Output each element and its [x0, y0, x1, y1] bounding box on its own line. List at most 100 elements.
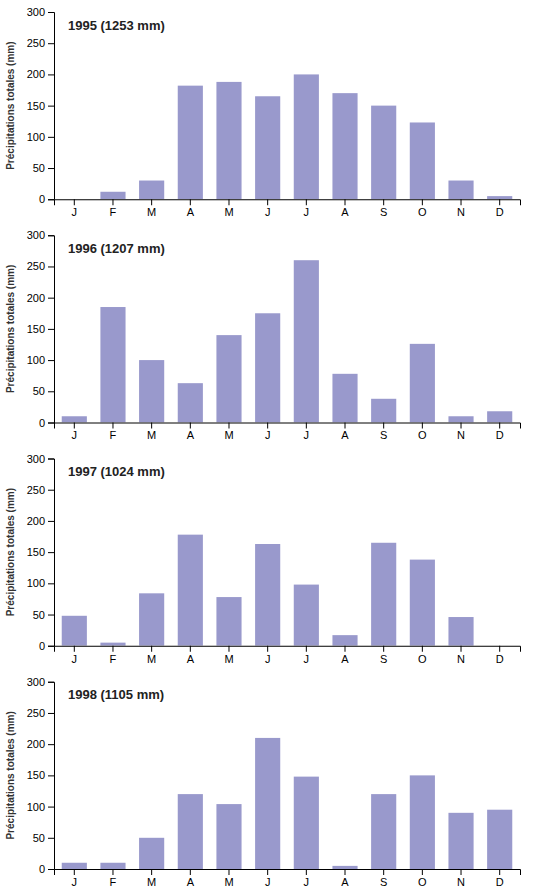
tick: M: [147, 869, 156, 888]
tick-mark: [422, 423, 423, 429]
tick: D: [496, 423, 504, 442]
tick-mark: [345, 869, 346, 875]
tick-mark: [383, 199, 384, 205]
tick-mark: [345, 646, 346, 652]
tick-mark: [112, 199, 113, 205]
tick-mark: [151, 423, 152, 429]
bar: [100, 192, 125, 199]
tick-mark: [48, 106, 54, 107]
tick-mark: [48, 838, 54, 839]
tick-label: J: [265, 429, 271, 441]
axis-title: Précipitations totales (mm): [5, 711, 16, 839]
tick-label: A: [187, 876, 195, 888]
tick-label: 50: [33, 385, 45, 397]
y-axis: 0 50 100 150 200 250 300: [27, 229, 55, 428]
tick: J: [265, 199, 271, 218]
tick-label: 150: [27, 323, 45, 335]
bar: [332, 866, 357, 869]
tick-label: J: [72, 429, 78, 441]
tick: M: [147, 646, 156, 665]
bar: [62, 616, 87, 646]
title: 1997 (1024 mm): [68, 464, 165, 479]
tick-label: M: [147, 429, 156, 441]
tick-label: M: [147, 206, 156, 218]
bar: [62, 416, 87, 422]
tick-label: 250: [27, 37, 45, 49]
tick-label: 150: [27, 546, 45, 558]
tick-label: 200: [27, 292, 45, 304]
tick-mark: [228, 423, 229, 429]
tick-mark: [48, 713, 54, 714]
tick: O: [418, 646, 427, 665]
bar: [139, 838, 164, 869]
tick-mark: [267, 199, 268, 205]
bar: [216, 335, 241, 422]
tick-label: M: [224, 653, 233, 665]
tick-mark: [48, 391, 54, 392]
tick-mark: [48, 682, 54, 683]
bar: [62, 199, 87, 200]
tick: 50: [33, 385, 54, 397]
tick-label: N: [457, 653, 465, 665]
tick: F: [110, 646, 117, 665]
bar: [294, 260, 319, 422]
tick-label: O: [418, 876, 427, 888]
tick-label: 150: [27, 769, 45, 781]
tick-label: 100: [27, 354, 45, 366]
bar: [178, 794, 203, 869]
axis-line: [48, 682, 55, 869]
bar: [332, 93, 357, 199]
tick-label: 50: [33, 609, 45, 621]
axis-line: [48, 459, 55, 646]
bar: [371, 399, 396, 423]
bar: [332, 374, 357, 423]
tick: 100: [27, 801, 54, 813]
tick-mark: [306, 646, 307, 652]
tick-label: 0: [39, 417, 45, 429]
tick-mark: [461, 199, 462, 205]
tick: 250: [27, 260, 54, 272]
tick: O: [418, 423, 427, 442]
tick: N: [457, 199, 465, 218]
tick-mark: [74, 423, 75, 429]
tick: N: [457, 423, 465, 442]
tick-mark: [461, 423, 462, 429]
tick: A: [187, 869, 195, 888]
axis-line: [55, 646, 521, 652]
bar: [371, 794, 396, 869]
bar: [410, 122, 435, 199]
tick: 150: [27, 769, 54, 781]
tick-mark: [267, 869, 268, 875]
tick: 300: [27, 229, 54, 241]
tick: M: [224, 646, 233, 665]
x-axis: JFMAMJJASOND: [55, 869, 521, 888]
tick-label: N: [457, 876, 465, 888]
tick: 0: [39, 193, 54, 205]
tick-mark: [48, 744, 54, 745]
tick-label: F: [110, 429, 117, 441]
bar: [294, 585, 319, 646]
tick-label: J: [265, 206, 271, 218]
tick-mark: [48, 199, 54, 200]
bar: [100, 307, 125, 422]
bar: [255, 96, 280, 199]
tick-label: J: [304, 429, 310, 441]
tick-label: J: [304, 653, 310, 665]
title: 1996 (1207 mm): [68, 241, 165, 256]
tick-mark: [151, 199, 152, 205]
tick: A: [341, 646, 349, 665]
tick: 200: [27, 292, 54, 304]
bar: [294, 74, 319, 199]
tick: 50: [33, 162, 54, 174]
tick-label: 300: [27, 676, 45, 688]
tick-mark: [48, 74, 54, 75]
bar: [255, 738, 280, 869]
bars: [100, 74, 512, 199]
tick-label: N: [457, 206, 465, 218]
tick-mark: [48, 43, 54, 44]
tick: J: [304, 199, 310, 218]
tick-mark: [228, 199, 229, 205]
tick: 50: [33, 832, 54, 844]
tick-label: J: [72, 876, 78, 888]
tick: J: [72, 423, 78, 442]
